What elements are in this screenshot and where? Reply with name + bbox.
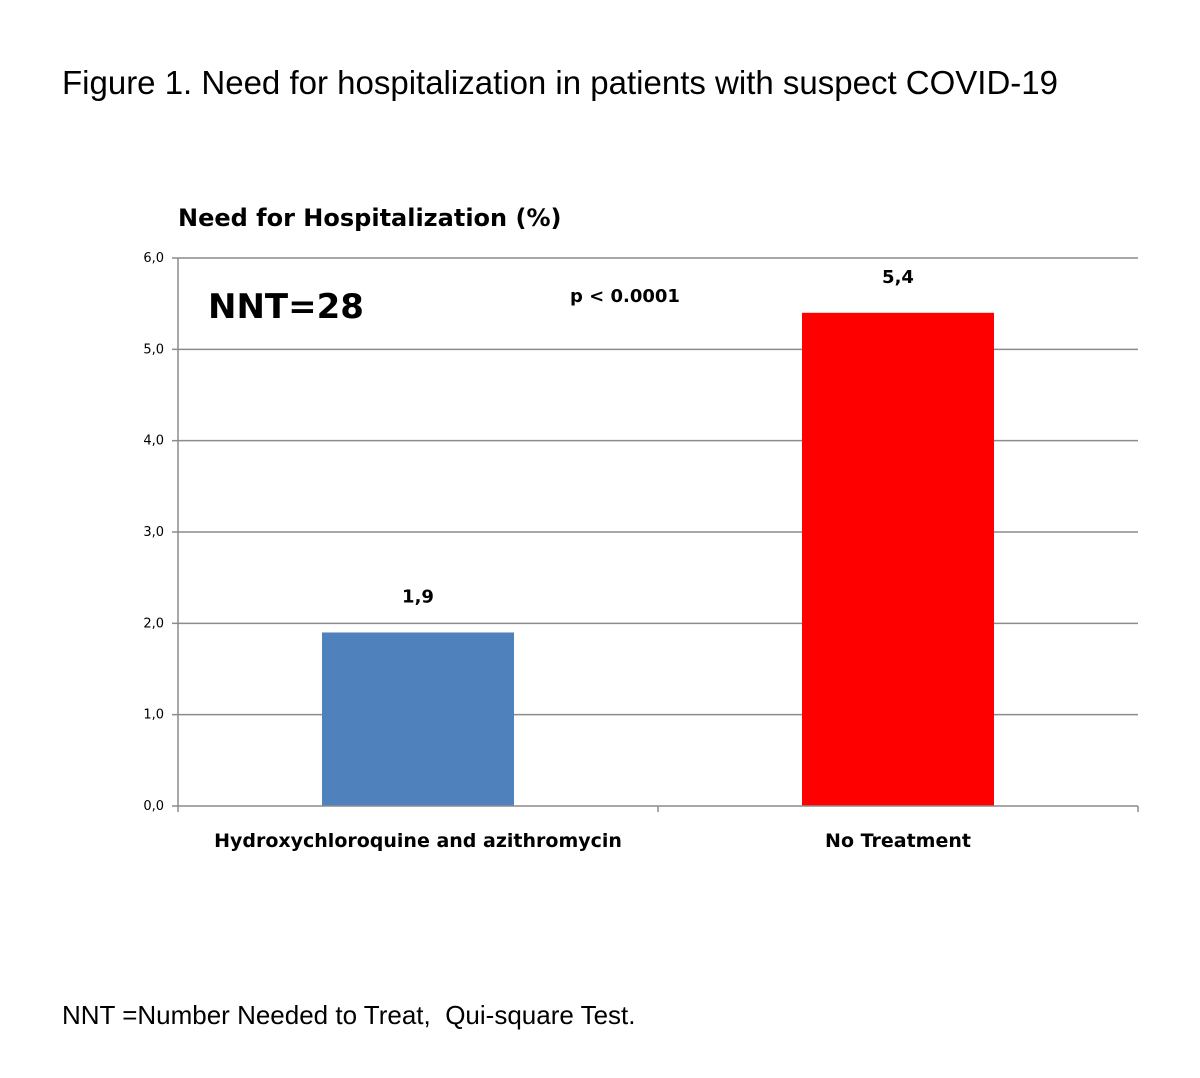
y-tick-label: 5,0 <box>143 342 164 357</box>
figure-caption: Figure 1. Need for hospitalization in pa… <box>62 64 1058 101</box>
nnt-annotation: NNT=28 <box>208 287 364 327</box>
label-layer: 0,0 1,0 2,0 3,0 4,0 5,0 6,0 1,9 Hydroxychloroqui… <box>143 251 971 852</box>
bar-layer <box>322 312 994 806</box>
data-label: 1,9 <box>402 586 434 607</box>
footnote: NNT =Number Needed to Treat, Qui-square … <box>62 1000 636 1030</box>
y-tick-label: 0,0 <box>143 799 164 814</box>
category-label: Hydroxychloroquine and azithromycin <box>214 830 622 852</box>
y-tick-label: 1,0 <box>143 708 164 723</box>
y-tick-label: 3,0 <box>143 525 164 540</box>
axis-layer <box>172 257 1139 812</box>
bar-hydroxychloroquine-azithromycin <box>322 632 514 806</box>
chart-title: Need for Hospitalization (%) <box>178 204 561 232</box>
data-label: 5,4 <box>882 267 914 288</box>
y-tick-label: 2,0 <box>143 616 164 631</box>
y-tick-label: 4,0 <box>143 434 164 449</box>
category-label: No Treatment <box>825 830 971 852</box>
bar-no-treatment <box>802 312 994 806</box>
y-tick-label: 6,0 <box>143 251 164 266</box>
p-value-annotation: p < 0.0001 <box>570 286 680 307</box>
